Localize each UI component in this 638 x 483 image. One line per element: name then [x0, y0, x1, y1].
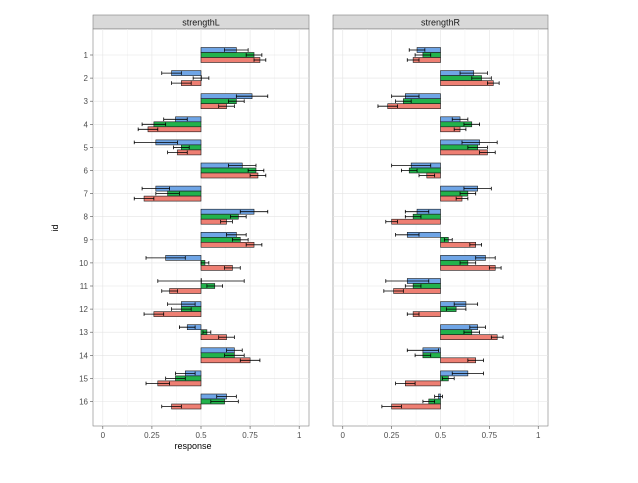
y-axis-title: id [50, 224, 60, 231]
bar [391, 218, 441, 225]
y-tick-label: 14 [79, 351, 88, 360]
y-tick-label: 9 [84, 236, 89, 245]
facet-label: strengthL [182, 18, 220, 28]
x-tick-label: 0.5 [195, 431, 207, 440]
x-tick-label: 0 [341, 431, 346, 440]
x-tick-label: 1 [536, 431, 541, 440]
bar [200, 57, 261, 63]
bar [440, 334, 498, 341]
y-tick-label: 7 [84, 190, 89, 199]
y-tick-label: 11 [80, 282, 89, 291]
bar [440, 80, 494, 86]
x-tick-label: 0 [101, 431, 106, 440]
y-tick-label: 15 [79, 374, 88, 383]
x-tick-label: 0.25 [144, 431, 160, 440]
x-tick-label: 1 [297, 431, 302, 440]
y-tick-label: 12 [79, 305, 88, 314]
facet-label: strengthR [421, 18, 461, 28]
x-tick-label: 0.25 [384, 431, 400, 440]
x-tick-label: 0.75 [482, 431, 498, 440]
x-tick-label: 0.75 [242, 431, 258, 440]
bar [440, 265, 496, 271]
x-tick-label: 0.5 [435, 431, 447, 440]
bar [200, 172, 259, 179]
y-tick-label: 8 [84, 213, 89, 222]
y-tick-label: 3 [84, 97, 89, 106]
y-tick-label: 4 [84, 120, 89, 129]
y-tick-label: 5 [84, 143, 89, 152]
y-tick-label: 13 [79, 328, 88, 337]
y-tick-label: 2 [84, 74, 89, 83]
y-tick-label: 6 [84, 167, 89, 176]
y-tick-label: 16 [79, 398, 88, 407]
x-axis-title: response [174, 441, 211, 451]
y-tick-label: 1 [84, 51, 89, 60]
y-tick-label: 10 [79, 259, 88, 268]
